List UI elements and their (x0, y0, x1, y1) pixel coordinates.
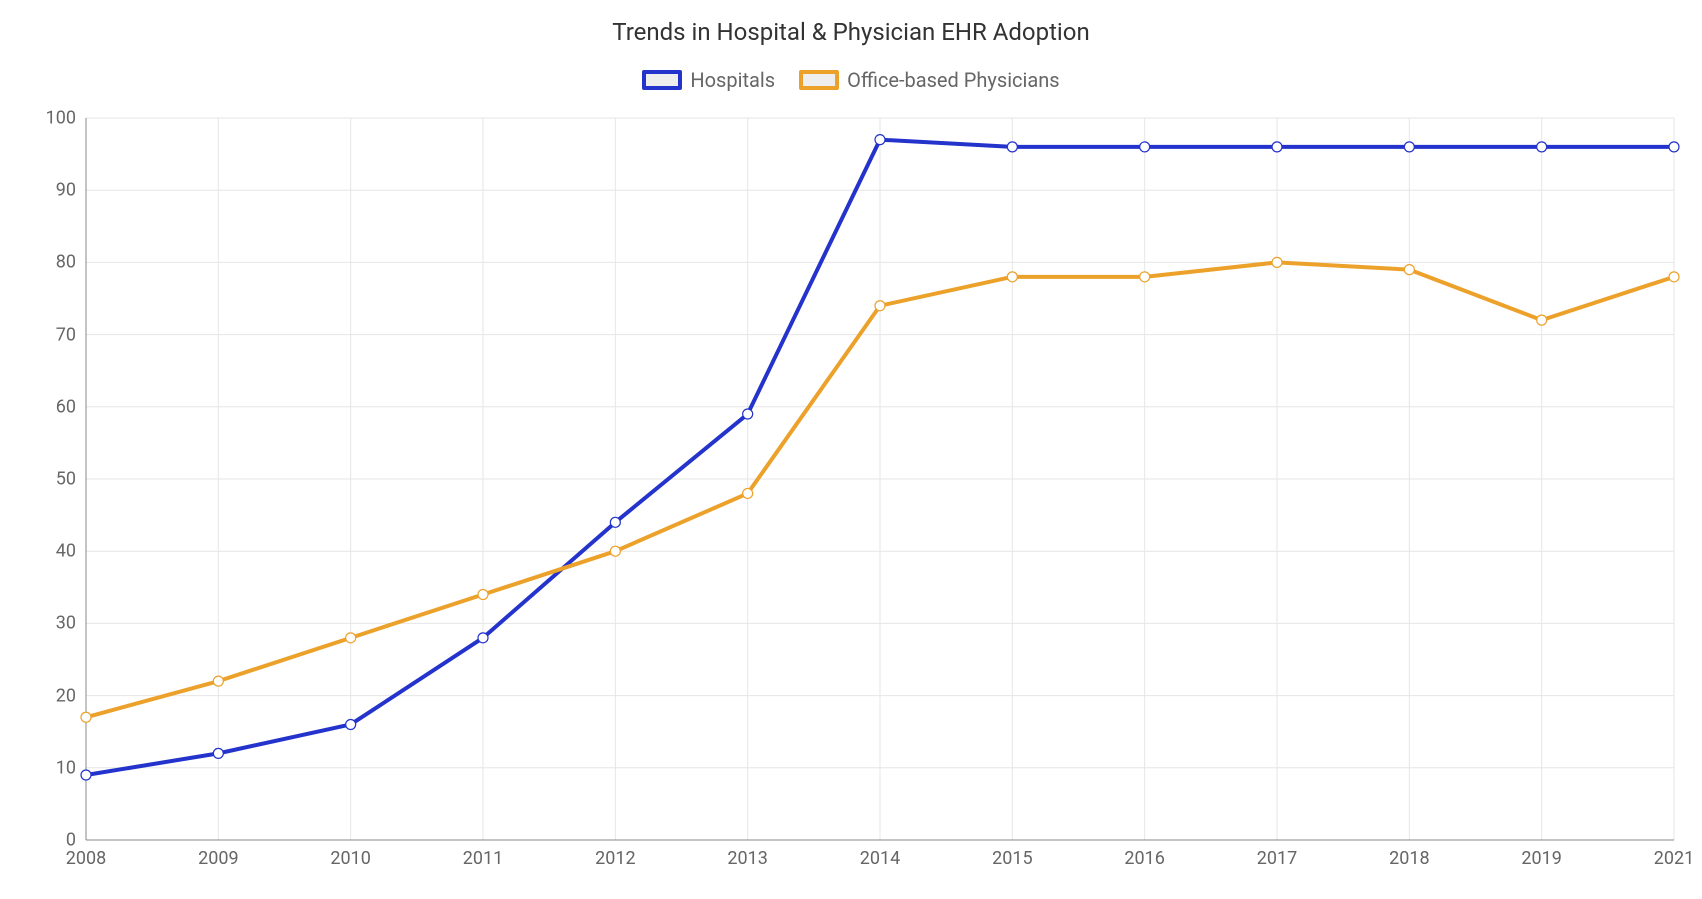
x-tick-label: 2012 (595, 840, 635, 869)
chart-container: Trends in Hospital & Physician EHR Adopt… (0, 0, 1702, 899)
data-point[interactable] (1404, 142, 1414, 152)
chart-title: Trends in Hospital & Physician EHR Adopt… (0, 18, 1702, 46)
x-tick-label: 2016 (1124, 840, 1164, 869)
data-point[interactable] (1537, 315, 1547, 325)
data-point[interactable] (1272, 257, 1282, 267)
chart-legend: Hospitals Office-based Physicians (0, 68, 1702, 94)
x-tick-label: 2010 (330, 840, 370, 869)
y-tick-label: 70 (56, 324, 86, 345)
data-point[interactable] (1537, 142, 1547, 152)
data-point[interactable] (478, 633, 488, 643)
x-tick-label: 2009 (198, 840, 238, 869)
y-tick-label: 50 (56, 469, 86, 490)
data-point[interactable] (610, 546, 620, 556)
y-tick-label: 40 (56, 541, 86, 562)
data-point[interactable] (875, 135, 885, 145)
legend-item[interactable]: Office-based Physicians (799, 68, 1060, 92)
data-point[interactable] (81, 712, 91, 722)
x-tick-label: 2008 (66, 840, 106, 869)
data-point[interactable] (1404, 265, 1414, 275)
legend-label: Hospitals (690, 68, 775, 92)
plot-svg (86, 118, 1674, 840)
data-point[interactable] (743, 488, 753, 498)
data-point[interactable] (743, 409, 753, 419)
x-tick-label: 2019 (1521, 840, 1561, 869)
data-point[interactable] (346, 633, 356, 643)
data-point[interactable] (610, 517, 620, 527)
data-point[interactable] (1669, 272, 1679, 282)
data-point[interactable] (1007, 272, 1017, 282)
y-tick-label: 10 (56, 757, 86, 778)
data-point[interactable] (1007, 142, 1017, 152)
y-tick-label: 80 (56, 252, 86, 273)
legend-label: Office-based Physicians (847, 68, 1060, 92)
data-point[interactable] (213, 748, 223, 758)
legend-item[interactable]: Hospitals (642, 68, 775, 92)
x-tick-label: 2018 (1389, 840, 1429, 869)
data-point[interactable] (1140, 142, 1150, 152)
x-tick-label: 2011 (463, 840, 503, 869)
data-point[interactable] (346, 719, 356, 729)
y-tick-label: 60 (56, 396, 86, 417)
data-point[interactable] (213, 676, 223, 686)
x-tick-label: 2015 (992, 840, 1032, 869)
x-tick-label: 2021 (1654, 840, 1694, 869)
legend-swatch (799, 70, 839, 90)
data-point[interactable] (1272, 142, 1282, 152)
plot-area: 0102030405060708090100200820092010201120… (86, 118, 1674, 840)
y-tick-label: 100 (46, 108, 86, 129)
x-tick-label: 2013 (727, 840, 767, 869)
data-point[interactable] (478, 590, 488, 600)
y-tick-label: 90 (56, 180, 86, 201)
x-tick-label: 2014 (860, 840, 900, 869)
y-tick-label: 20 (56, 685, 86, 706)
data-point[interactable] (875, 301, 885, 311)
data-point[interactable] (1669, 142, 1679, 152)
x-tick-label: 2017 (1257, 840, 1297, 869)
y-tick-label: 30 (56, 613, 86, 634)
data-point[interactable] (1140, 272, 1150, 282)
legend-swatch (642, 70, 682, 90)
